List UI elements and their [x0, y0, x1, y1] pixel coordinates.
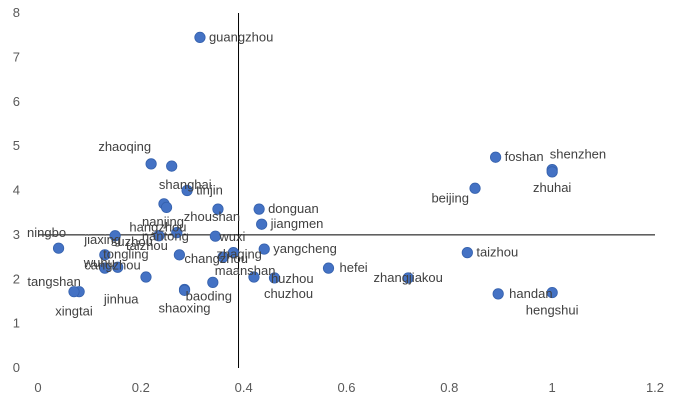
data-point	[227, 247, 239, 259]
y-tick-label: 6	[13, 94, 20, 109]
data-point	[153, 230, 165, 242]
point-label: guangzhou	[209, 29, 273, 44]
point-label: ningbo	[27, 225, 66, 240]
point-label: chuzhou	[264, 286, 313, 301]
point-label: hefei	[340, 260, 368, 275]
point-labels: guangzhou shenzhen foshan zhuhai beijing zhao…	[27, 29, 606, 318]
point-label: zhaqing	[216, 247, 262, 262]
point-label: wuxi	[218, 229, 245, 244]
data-point	[212, 203, 224, 215]
y-tick-label: 4	[13, 183, 20, 198]
data-point	[166, 160, 178, 172]
data-point	[469, 182, 481, 194]
data-points	[52, 31, 558, 300]
data-point	[248, 271, 260, 283]
data-point	[258, 243, 270, 255]
data-point	[217, 251, 229, 263]
point-label: shanghai	[159, 177, 212, 192]
point-label: taizhou	[476, 245, 518, 260]
data-point	[173, 249, 185, 261]
x-tick-label: 0	[34, 380, 41, 395]
x-tick-label: 0.6	[337, 380, 355, 395]
data-point	[68, 286, 80, 298]
point-label: nanjing	[142, 214, 184, 229]
y-tick-label: 3	[13, 227, 20, 242]
y-tick-label: 5	[13, 138, 20, 153]
data-point	[171, 227, 183, 239]
point-label: handan	[509, 286, 552, 301]
point-label: tinjin	[196, 183, 223, 198]
data-point	[145, 158, 157, 170]
y-tick-label: 0	[13, 360, 20, 375]
quadrant-reference-lines	[38, 13, 655, 368]
y-tick-label: 7	[13, 49, 20, 64]
data-point	[181, 184, 193, 197]
y-tick-label: 2	[13, 271, 20, 286]
data-point	[253, 203, 265, 215]
point-label: zhangjiakou	[374, 270, 443, 285]
data-point	[178, 284, 191, 296]
data-point	[546, 166, 558, 178]
point-label: taizhou	[126, 238, 168, 253]
point-label: shenzhen	[550, 147, 606, 162]
point-label: hengshui	[526, 303, 579, 318]
point-label: cangzhou	[84, 257, 140, 272]
point-label: zhoushan	[184, 209, 240, 224]
data-point	[99, 262, 111, 274]
data-point	[140, 271, 152, 283]
point-label: yangcheng	[273, 241, 337, 256]
data-point	[99, 249, 111, 261]
data-point	[207, 276, 219, 288]
data-point	[209, 230, 221, 242]
data-point	[402, 272, 414, 284]
y-tick-label: 8	[13, 5, 20, 20]
point-label: foshan	[505, 149, 544, 164]
point-label: xingtai	[55, 304, 93, 319]
point-label: baoding	[186, 288, 232, 303]
data-point	[492, 288, 504, 300]
point-label: wuhu	[83, 255, 115, 270]
point-label: jiangmen	[270, 216, 324, 231]
point-label: donguan	[268, 201, 319, 216]
x-tick-label: 0.2	[132, 380, 150, 395]
point-label: tongling	[103, 247, 149, 262]
data-point	[160, 201, 173, 213]
data-point	[490, 151, 502, 163]
data-point	[546, 286, 558, 299]
point-label: zhuhai	[533, 180, 571, 195]
point-label: changzhou	[184, 251, 248, 266]
point-label: huzhou	[271, 271, 314, 286]
point-label: maanshan	[215, 263, 276, 278]
point-label: beijing	[431, 190, 469, 205]
data-point	[322, 262, 335, 274]
x-tick-label: 1.2	[646, 380, 664, 395]
data-point	[112, 261, 124, 273]
point-label: suzhou	[111, 234, 153, 249]
data-point	[256, 218, 268, 230]
data-point	[52, 242, 65, 254]
point-label: tangshan	[27, 274, 81, 289]
data-point	[194, 31, 206, 44]
x-axis: 0 0.2 0.4 0.6 0.8 1 1.2	[34, 380, 664, 395]
data-point	[268, 272, 281, 284]
point-label: zhaoqing	[98, 139, 151, 154]
point-label: jiaxing	[83, 232, 121, 247]
x-tick-label: 1	[549, 380, 556, 395]
x-tick-label: 0.8	[440, 380, 458, 395]
data-point	[461, 247, 473, 259]
x-tick-label: 0.4	[235, 380, 253, 395]
point-label: hangzhou	[129, 219, 186, 234]
data-point	[109, 230, 121, 242]
y-tick-label: 1	[13, 316, 20, 331]
y-axis: 0 1 2 3 4 5 6 7 8	[13, 5, 20, 375]
point-label: jinhua	[103, 291, 139, 306]
point-label: shaoxing	[159, 300, 211, 315]
point-label: nantong	[142, 229, 189, 244]
